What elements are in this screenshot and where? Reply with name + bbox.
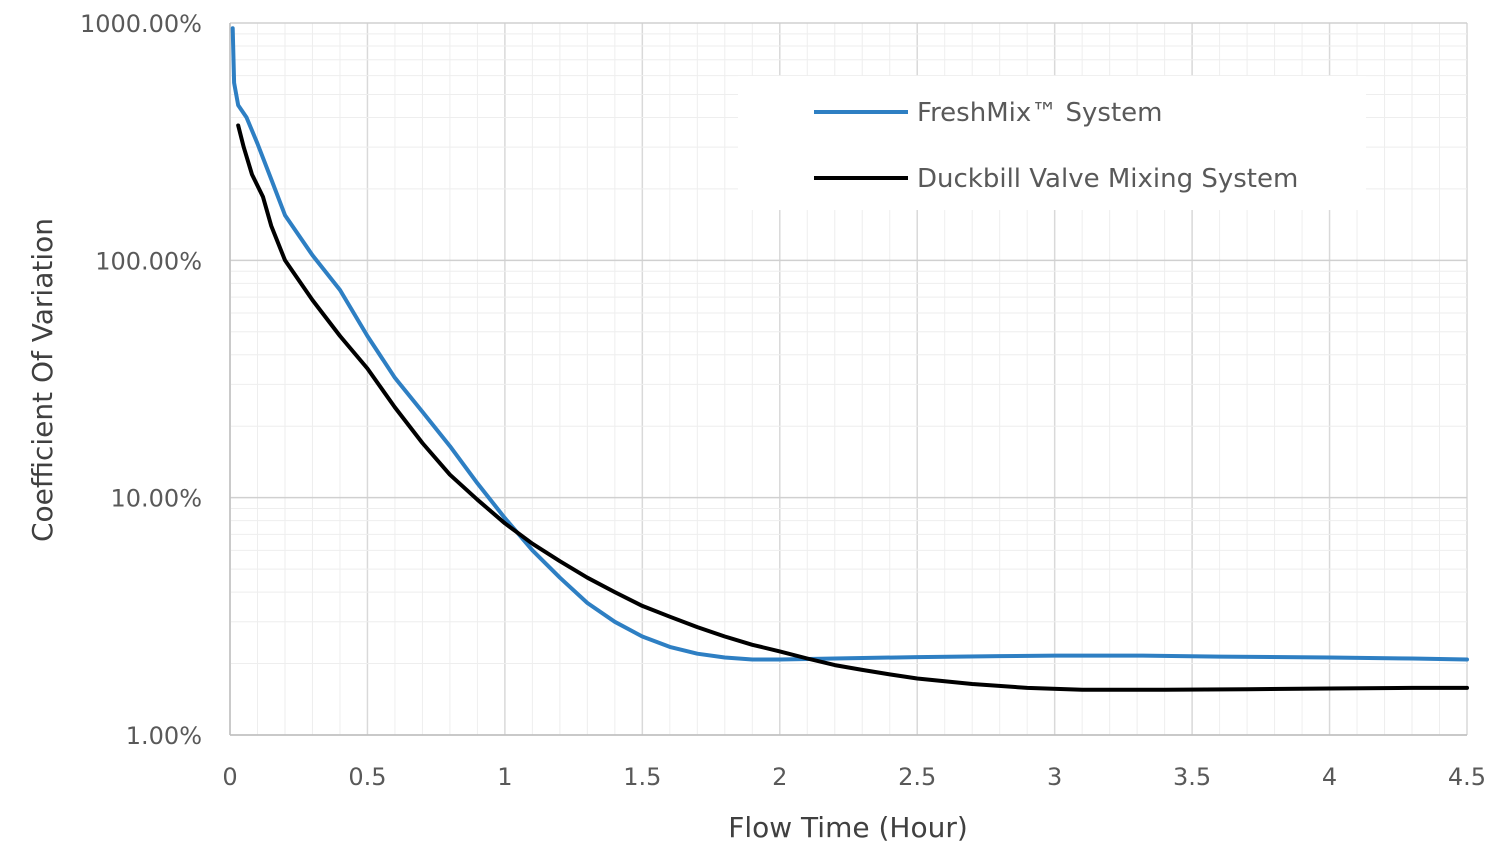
legend-background	[738, 76, 1366, 210]
series-lines	[230, 26, 1469, 692]
x-tick-label: 1	[497, 763, 512, 791]
x-tick-label: 1.5	[623, 763, 661, 791]
series-line-1	[230, 26, 1469, 662]
x-tick-label: 2	[772, 763, 787, 791]
series-line-2	[236, 123, 1469, 692]
grid	[229, 22, 1468, 736]
x-tick-label: 0.5	[348, 763, 386, 791]
x-axis-title: Flow Time (Hour)	[728, 811, 968, 843]
legend-label-1: FreshMix™ System	[917, 98, 1162, 128]
x-tick-label: 2.5	[898, 763, 936, 791]
legend-label-2: Duckbill Valve Mixing System	[917, 164, 1298, 194]
x-tick-label: 3	[1047, 763, 1062, 791]
x-tick-label: 3.5	[1173, 763, 1211, 791]
y-tick-label: 1.00%	[126, 722, 202, 750]
legend: FreshMix™ System Duckbill Valve Mixing Sy…	[738, 76, 1366, 210]
x-tick-label: 4.5	[1448, 763, 1486, 791]
x-tick-label: 0	[222, 763, 237, 791]
x-tick-label: 4	[1322, 763, 1337, 791]
y-tick-label: 1000.00%	[80, 10, 202, 38]
y-tick-label: 100.00%	[95, 247, 202, 275]
axes: 0 0.5 1 1.5 2 2.5 3 3.5 4 4.5 1.00% 10.00% 100.00% 10…	[80, 10, 1486, 791]
y-axis-title: Coefficient Of Variation	[26, 218, 59, 542]
y-tick-label: 10.00%	[110, 485, 202, 513]
